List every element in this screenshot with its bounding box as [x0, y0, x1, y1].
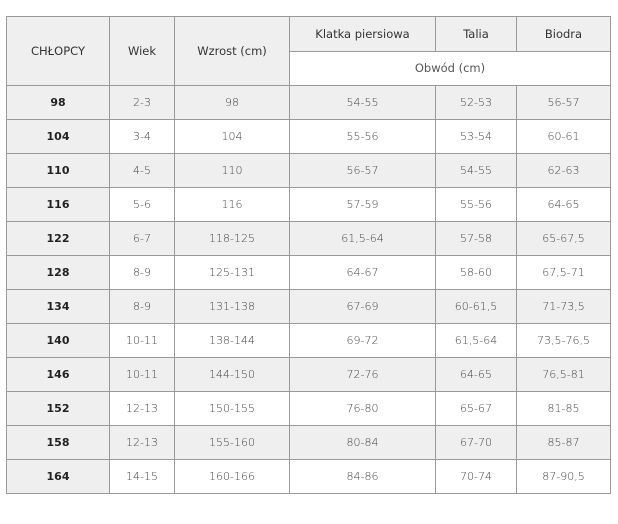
- header-size: CHŁOPCY: [6, 16, 110, 86]
- cell-size: 158: [6, 425, 110, 460]
- cell-hips: 60-61: [516, 119, 611, 154]
- cell-chest: 55-56: [289, 119, 436, 154]
- cell-size: 110: [6, 153, 110, 188]
- cell-chest: 69-72: [289, 323, 436, 358]
- size-chart-table: CHŁOPCY Wiek Wzrost (cm) Klatka piersiow…: [6, 16, 611, 494]
- cell-height: 98: [174, 85, 290, 120]
- cell-height: 144-150: [174, 357, 290, 392]
- cell-age: 14-15: [109, 459, 175, 494]
- cell-waist: 58-60: [435, 255, 517, 290]
- cell-chest: 61,5-64: [289, 221, 436, 256]
- cell-height: 118-125: [174, 221, 290, 256]
- cell-waist: 52-53: [435, 85, 517, 120]
- cell-waist: 60-61,5: [435, 289, 517, 324]
- cell-height: 155-160: [174, 425, 290, 460]
- cell-waist: 64-65: [435, 357, 517, 392]
- cell-waist: 55-56: [435, 187, 517, 222]
- cell-size: 164: [6, 459, 110, 494]
- cell-hips: 67,5-71: [516, 255, 611, 290]
- cell-chest: 84-86: [289, 459, 436, 494]
- cell-hips: 56-57: [516, 85, 611, 120]
- cell-height: 160-166: [174, 459, 290, 494]
- table-row: 134 8-9 131-138 67-69 60-61,5 71-73,5: [6, 289, 611, 324]
- table-row: 146 10-11 144-150 72-76 64-65 76,5-81: [6, 357, 611, 392]
- cell-age: 8-9: [109, 289, 175, 324]
- cell-hips: 65-67,5: [516, 221, 611, 256]
- cell-height: 110: [174, 153, 290, 188]
- cell-age: 12-13: [109, 391, 175, 426]
- cell-chest: 64-67: [289, 255, 436, 290]
- table-row: 104 3-4 104 55-56 53-54 60-61: [6, 119, 611, 154]
- cell-height: 125-131: [174, 255, 290, 290]
- cell-height: 116: [174, 187, 290, 222]
- table-row: 98 2-3 98 54-55 52-53 56-57: [6, 85, 611, 120]
- cell-age: 12-13: [109, 425, 175, 460]
- header-age: Wiek: [109, 16, 175, 86]
- cell-age: 8-9: [109, 255, 175, 290]
- cell-height: 150-155: [174, 391, 290, 426]
- cell-hips: 81-85: [516, 391, 611, 426]
- table-row: 116 5-6 116 57-59 55-56 64-65: [6, 187, 611, 222]
- cell-waist: 53-54: [435, 119, 517, 154]
- cell-chest: 72-76: [289, 357, 436, 392]
- cell-age: 10-11: [109, 357, 175, 392]
- cell-waist: 57-58: [435, 221, 517, 256]
- cell-waist: 70-74: [435, 459, 517, 494]
- cell-age: 2-3: [109, 85, 175, 120]
- table-row: 140 10-11 138-144 69-72 61,5-64 73,5-76,5: [6, 323, 611, 358]
- cell-size: 146: [6, 357, 110, 392]
- header-waist: Talia: [435, 16, 517, 52]
- header-chest: Klatka piersiowa: [289, 16, 436, 52]
- cell-chest: 57-59: [289, 187, 436, 222]
- cell-age: 4-5: [109, 153, 175, 188]
- cell-hips: 85-87: [516, 425, 611, 460]
- cell-age: 5-6: [109, 187, 175, 222]
- cell-waist: 54-55: [435, 153, 517, 188]
- cell-age: 10-11: [109, 323, 175, 358]
- cell-size: 98: [6, 85, 110, 120]
- cell-size: 104: [6, 119, 110, 154]
- table-row: 152 12-13 150-155 76-80 65-67 81-85: [6, 391, 611, 426]
- cell-hips: 71-73,5: [516, 289, 611, 324]
- cell-hips: 87-90,5: [516, 459, 611, 494]
- cell-hips: 76,5-81: [516, 357, 611, 392]
- table-row: 122 6-7 118-125 61,5-64 57-58 65-67,5: [6, 221, 611, 256]
- cell-waist: 67-70: [435, 425, 517, 460]
- cell-height: 138-144: [174, 323, 290, 358]
- cell-height: 131-138: [174, 289, 290, 324]
- cell-size: 152: [6, 391, 110, 426]
- cell-size: 122: [6, 221, 110, 256]
- cell-waist: 65-67: [435, 391, 517, 426]
- header-hips: Biodra: [516, 16, 611, 52]
- cell-size: 140: [6, 323, 110, 358]
- cell-chest: 56-57: [289, 153, 436, 188]
- header-circumference: Obwód (cm): [289, 50, 611, 86]
- header-height: Wzrost (cm): [174, 16, 290, 86]
- cell-age: 3-4: [109, 119, 175, 154]
- cell-chest: 80-84: [289, 425, 436, 460]
- cell-chest: 76-80: [289, 391, 436, 426]
- cell-size: 116: [6, 187, 110, 222]
- table-row: 110 4-5 110 56-57 54-55 62-63: [6, 153, 611, 188]
- cell-chest: 67-69: [289, 289, 436, 324]
- cell-size: 128: [6, 255, 110, 290]
- table-row: 164 14-15 160-166 84-86 70-74 87-90,5: [6, 459, 611, 494]
- cell-hips: 73,5-76,5: [516, 323, 611, 358]
- cell-size: 134: [6, 289, 110, 324]
- cell-height: 104: [174, 119, 290, 154]
- table-row: 158 12-13 155-160 80-84 67-70 85-87: [6, 425, 611, 460]
- table-row: 128 8-9 125-131 64-67 58-60 67,5-71: [6, 255, 611, 290]
- cell-age: 6-7: [109, 221, 175, 256]
- cell-hips: 62-63: [516, 153, 611, 188]
- cell-hips: 64-65: [516, 187, 611, 222]
- cell-chest: 54-55: [289, 85, 436, 120]
- cell-waist: 61,5-64: [435, 323, 517, 358]
